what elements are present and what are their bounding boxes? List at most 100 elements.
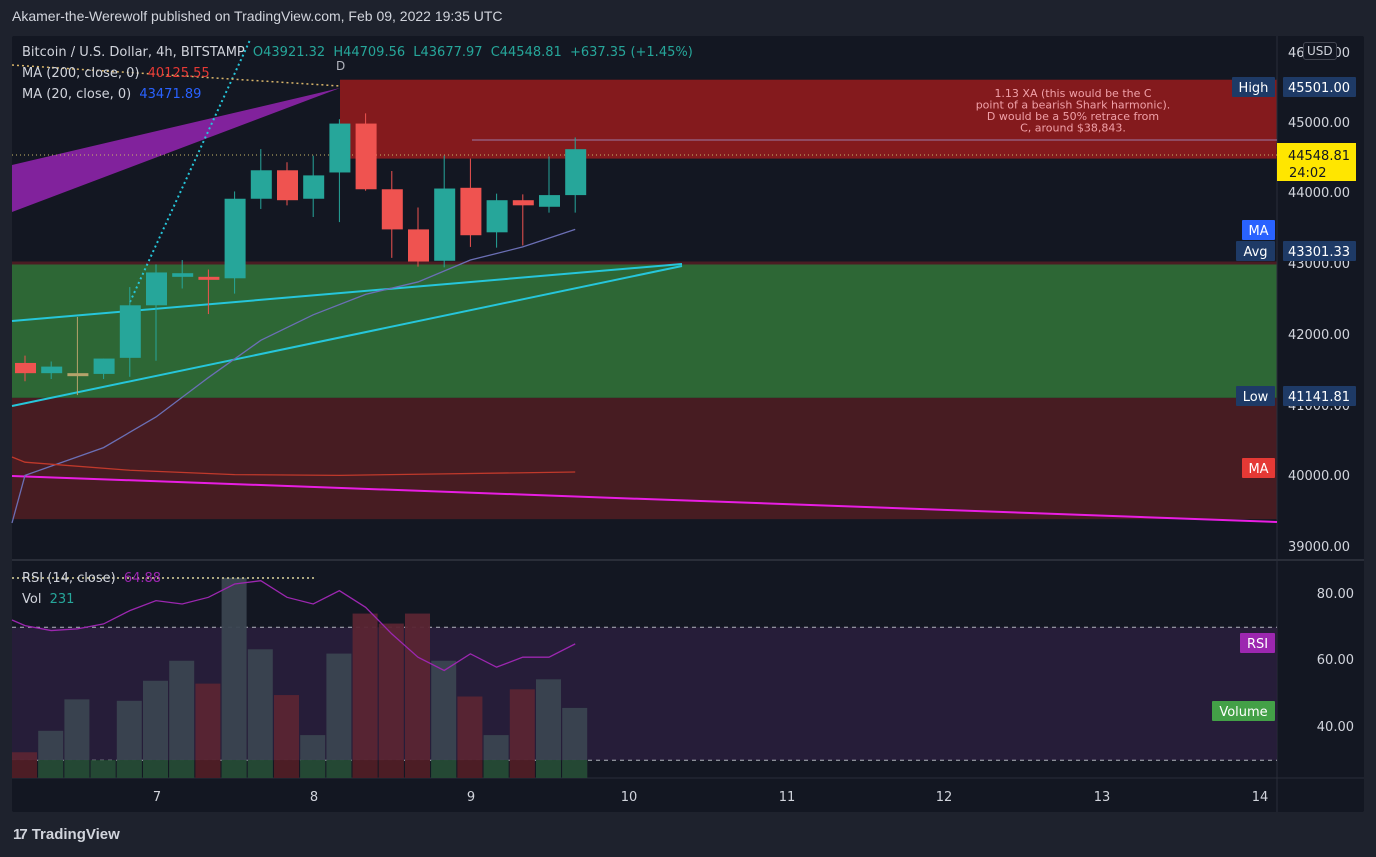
price-tick-label: 42000.00 [1288, 328, 1350, 343]
volume-base [509, 760, 535, 778]
harmonic-wedge [12, 88, 340, 212]
candle-body[interactable] [224, 198, 246, 279]
tradingview-logo[interactable]: 17 TradingView [13, 826, 120, 843]
volume-base [247, 760, 273, 778]
candle-body[interactable] [277, 170, 298, 201]
ma200-label: MA (200, close, 0) [22, 66, 140, 81]
ma200-value: 40125.55 [147, 66, 210, 81]
rsi-label: RSI (14, close) [22, 571, 116, 586]
candle-body[interactable] [146, 272, 167, 306]
time-tick-label: 9 [467, 790, 475, 805]
candle-body[interactable] [198, 276, 220, 280]
volume-base [116, 760, 142, 778]
volume-bar [221, 577, 247, 778]
annotation-line: 1.13 XA (this would be the C [994, 87, 1151, 100]
ma200-line [11, 456, 576, 476]
volume-bar [352, 613, 378, 778]
candle-body[interactable] [303, 175, 325, 199]
candle-body[interactable] [250, 170, 272, 199]
volume-bar [169, 660, 195, 778]
close-value: C44548.81 [490, 45, 562, 60]
zone-1 [12, 262, 1277, 398]
cyan-trendline-lower [11, 265, 683, 407]
high-value: H44709.56 [333, 45, 406, 60]
tradingview-logo-icon: 17 [13, 826, 28, 843]
volume-base [326, 760, 352, 778]
low-value: L43677.97 [413, 45, 483, 60]
volume-base [64, 760, 90, 778]
candle-body[interactable] [381, 189, 403, 230]
high-tag-value-bg [1283, 77, 1356, 97]
candle-body[interactable] [355, 123, 377, 190]
volume-base [483, 760, 509, 778]
ma200-tag-bg [1242, 458, 1275, 478]
low-tag-label: Low [1243, 390, 1269, 405]
symbol-label[interactable]: Bitcoin / U.S. Dollar, 4h, BITSTAMP [22, 45, 245, 60]
brand-label: TradingView [31, 826, 120, 843]
candle-body[interactable] [67, 373, 89, 377]
volume-base [169, 760, 195, 778]
volume-bar [405, 613, 430, 778]
candle-body[interactable] [512, 200, 534, 206]
candle-body[interactable] [329, 123, 351, 173]
candle-body[interactable] [434, 188, 456, 261]
ma200-tag: MA [1248, 462, 1268, 477]
low-tag-label-bg [1236, 386, 1275, 406]
volume-base [221, 760, 247, 778]
volume-bar [326, 653, 352, 778]
change-value: +637.35 (+1.45%) [569, 45, 693, 60]
time-tick-label: 11 [779, 790, 796, 805]
avg-tag-label: Avg [1243, 245, 1267, 260]
current-price-tag-bg [1277, 143, 1356, 181]
volume-base [143, 760, 168, 778]
high-tag-label: High [1239, 81, 1269, 96]
candle-body[interactable] [93, 358, 115, 374]
rsi-legend[interactable]: RSI (14, close) 64.88 [22, 571, 165, 586]
volume-tag-bg [1212, 701, 1275, 721]
avg-tag-label-bg [1236, 241, 1275, 261]
point-d-label: D [336, 59, 345, 73]
ma200-legend[interactable]: MA (200, close, 0) 40125.55 [22, 66, 214, 81]
ma20-legend[interactable]: MA (20, close, 0) 43471.89 [22, 87, 205, 102]
volume-base [378, 760, 404, 778]
vol-label: Vol [22, 592, 42, 607]
volume-base [274, 760, 299, 778]
rsi-line [11, 580, 576, 672]
candle-body[interactable] [408, 229, 429, 262]
time-tick-label: 8 [310, 790, 318, 805]
candle-body[interactable] [15, 362, 36, 374]
low-tag-value: 41141.81 [1288, 390, 1350, 405]
volume-base [38, 760, 64, 778]
candle-body[interactable] [172, 273, 194, 277]
magenta-trendline [11, 475, 1278, 523]
candle-body[interactable] [486, 200, 508, 233]
rsi-value: 64.88 [123, 571, 162, 586]
high-tag-label-bg [1232, 77, 1275, 97]
volume-bar [378, 623, 404, 778]
candle-body[interactable] [539, 195, 560, 207]
price-tick-label: 39000.00 [1288, 540, 1350, 555]
volume-base [300, 760, 326, 778]
price-tick-label: 40000.00 [1288, 469, 1350, 484]
currency-button[interactable]: USD [1303, 42, 1337, 60]
rsi-tag-bg [1240, 633, 1275, 653]
zone-0 [340, 79, 1277, 159]
volume-bar [431, 660, 457, 778]
rsi-tick-label: 40.00 [1317, 720, 1354, 735]
time-tick-label: 13 [1094, 790, 1111, 805]
low-tag-value-bg [1283, 386, 1356, 406]
annotation-line: C, around $38,843. [1020, 122, 1126, 135]
time-tick-label: 14 [1252, 790, 1269, 805]
volume-base [457, 760, 483, 778]
avg-tag-value-bg [1283, 241, 1356, 261]
ma20-label: MA (20, close, 0) [22, 87, 132, 102]
candle-body[interactable] [460, 187, 482, 236]
candle-body[interactable] [565, 149, 587, 196]
vol-legend[interactable]: Vol 231 [22, 592, 78, 607]
candle-body[interactable] [119, 305, 141, 358]
volume-base [562, 760, 588, 778]
candle-body[interactable] [41, 366, 63, 374]
volume-base [90, 760, 116, 778]
time-tick-label: 7 [153, 790, 161, 805]
